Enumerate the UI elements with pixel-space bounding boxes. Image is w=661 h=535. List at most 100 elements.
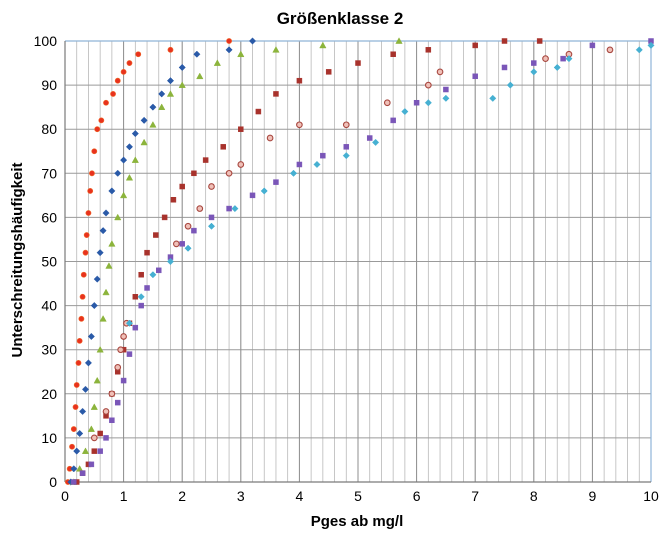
data-point [125,173,134,181]
y-tick-label: 70 [41,165,57,181]
data-point [390,117,396,124]
data-point [436,68,444,76]
x-tick-label: 1 [120,488,128,504]
data-point [530,68,538,76]
data-point [401,108,409,116]
data-point [208,183,215,190]
data-point [144,285,150,291]
x-tick-label: 7 [471,488,479,504]
data-point [342,152,350,160]
data-point [91,448,98,454]
data-point [114,77,121,84]
x-axis-title: Pges ab mg/l [311,513,404,530]
data-point [196,72,204,80]
data-point [99,315,107,322]
data-point [424,81,432,89]
data-point [542,55,549,62]
y-tick-label: 50 [41,254,57,270]
x-tick-label: 6 [413,488,421,504]
data-point [472,42,478,49]
data-point [137,293,145,301]
data-point [366,135,373,141]
data-point [103,99,109,106]
data-point [91,148,98,155]
data-point [120,333,127,340]
data-point [424,99,432,107]
data-point [69,443,75,450]
data-point [79,293,86,300]
series-3 [70,37,403,485]
data-point [88,461,95,468]
data-point [117,346,125,354]
data-point [501,38,508,44]
data-point [138,271,144,278]
data-point [76,465,84,472]
data-point [119,191,128,199]
x-tick-label: 3 [237,488,245,504]
data-point [170,197,177,203]
series-5 [71,38,654,485]
data-point [126,60,133,66]
data-point [70,465,78,473]
series-2 [67,37,257,486]
y-tick-label: 100 [34,33,58,49]
series-1 [65,38,232,485]
data-point [140,116,148,124]
data-point [149,271,157,279]
data-point [132,324,139,331]
data-point [536,38,543,44]
data-point [248,37,257,45]
data-point [110,91,116,97]
data-point [98,117,105,124]
data-point [161,214,168,221]
data-point [531,60,537,66]
data-point [131,130,139,138]
y-tick-label: 80 [41,121,57,137]
data-point [489,94,497,102]
data-point [196,205,204,212]
data-point [501,64,508,71]
data-point [237,50,245,58]
data-point [96,249,104,257]
data-point [179,183,185,190]
data-point [89,170,95,177]
data-point [635,46,643,54]
data-point [105,262,113,269]
data-point [126,351,133,357]
data-point [93,376,101,384]
data-point [313,160,321,169]
x-tick-label: 10 [643,488,659,504]
y-tick-label: 40 [41,298,57,314]
data-point [413,99,420,106]
data-point [114,399,121,406]
data-point [166,257,175,266]
data-point [140,138,148,146]
data-point [131,156,139,163]
data-point [231,205,239,213]
data-point [149,121,157,128]
data-point [207,222,216,230]
data-point [81,447,90,454]
data-point [87,425,95,432]
data-point [273,179,279,185]
data-point [108,390,116,398]
data-point [178,63,186,72]
data-point [90,403,98,410]
x-tick-label: 8 [530,488,538,504]
y-tick-label: 60 [41,209,57,225]
data-point [225,169,233,177]
data-point [296,121,303,129]
data-point [506,81,514,89]
data-point [395,37,403,44]
data-point [472,73,478,80]
x-tick-label: 4 [296,488,304,504]
data-point [213,59,221,66]
data-point [166,77,175,85]
data-point [102,408,110,415]
data-point [355,60,361,66]
data-point [97,448,103,454]
y-tick-label: 20 [41,386,57,402]
data-point [191,170,197,177]
